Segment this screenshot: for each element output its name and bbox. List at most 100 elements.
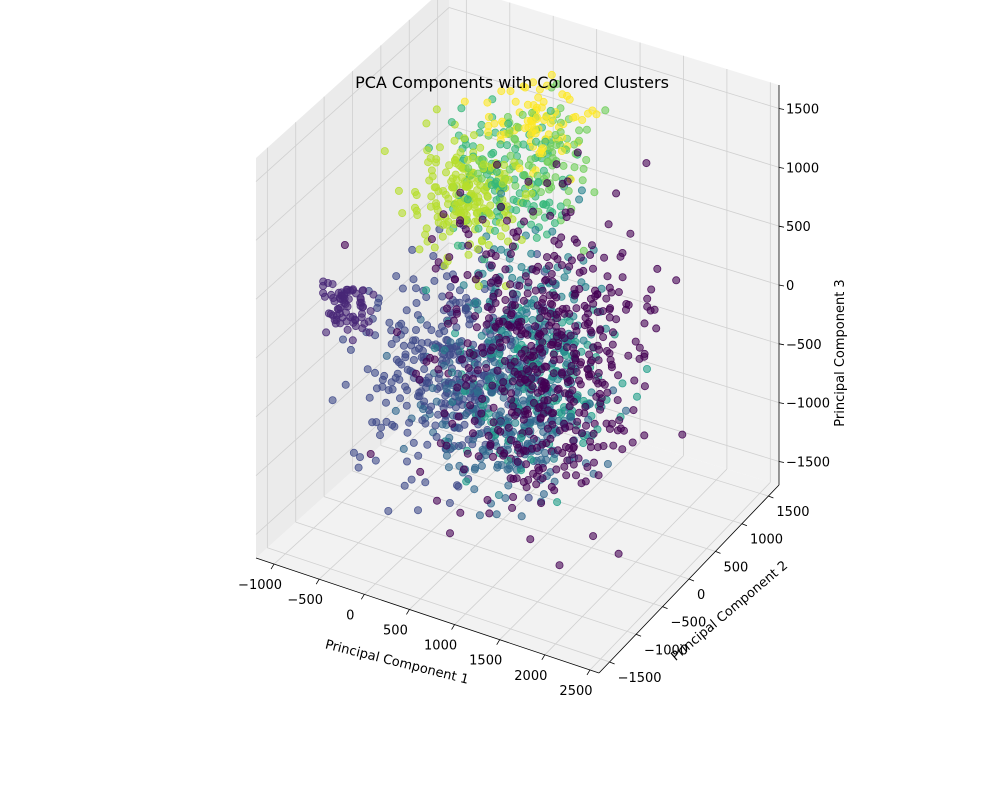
data-point [456,188,465,197]
data-point [348,285,357,294]
data-point [596,325,605,334]
data-point [539,381,548,390]
data-point [523,117,532,126]
y-tick-label: 0 [697,588,705,603]
data-point [488,452,497,461]
data-point [453,383,462,392]
data-point [564,186,573,195]
data-point [594,471,603,480]
data-point [485,209,494,218]
data-point [488,381,497,390]
data-point [486,441,495,450]
data-point [412,298,421,307]
data-point [452,305,461,314]
data-point [545,144,554,153]
data-point [567,361,576,370]
data-point [538,338,547,347]
data-point [547,409,556,418]
data-point [536,314,545,323]
x-tick [360,594,365,600]
data-point [340,299,349,308]
data-point [640,319,649,328]
data-point [506,361,515,370]
data-point [487,150,496,159]
data-point [519,198,528,207]
data-point [454,412,463,421]
data-point [543,396,552,405]
data-point [336,319,345,328]
data-point [533,113,542,122]
data-point [585,372,594,381]
data-point [554,339,563,348]
data-point [357,313,366,322]
data-point [387,378,396,387]
x-tick [406,609,410,615]
data-point [522,365,531,374]
data-point [445,253,454,262]
data-point [452,182,461,191]
data-point [508,503,517,512]
data-point [457,162,466,171]
y-tick [662,606,668,610]
data-point [531,225,540,234]
data-point [612,189,621,198]
data-point [549,369,558,378]
data-point [484,431,493,440]
data-point [560,273,569,282]
data-point [440,346,449,355]
data-point [473,208,482,217]
data-point [401,382,410,391]
y-tick-label: −1500 [618,671,662,686]
data-point [520,217,529,226]
data-point [444,463,453,472]
data-point [512,206,521,215]
data-point [635,343,644,352]
data-point [451,275,460,284]
data-point [421,419,430,428]
data-point [509,195,518,204]
data-point [471,217,480,226]
data-point [477,331,486,340]
data-point [640,349,649,358]
data-point [577,358,586,367]
data-point [568,450,577,459]
data-point [581,402,590,411]
data-point [422,119,431,128]
data-point [463,339,472,348]
data-point [556,128,565,137]
data-point [528,444,537,453]
data-point [558,318,567,327]
x-tick [315,578,320,585]
data-point [543,253,552,262]
data-point [532,137,541,146]
grid-line [255,242,450,418]
data-point [429,251,438,260]
data-point [460,134,469,143]
data-point [555,355,564,364]
x-tick [586,669,591,676]
data-point [579,164,588,173]
data-point [554,240,563,249]
data-point [565,309,574,318]
data-point [575,136,584,145]
data-point [588,241,597,250]
data-point [503,237,512,246]
data-point [565,95,574,104]
data-point [487,180,496,189]
data-point [519,296,528,305]
z-tick [778,166,785,169]
data-point [319,277,328,286]
data-point [513,440,522,449]
data-point [560,334,569,343]
data-point [464,241,473,250]
data-point [502,216,511,225]
data-point [377,423,386,432]
data-point [506,249,515,258]
data-point [402,306,411,315]
data-point [543,424,552,433]
data-point [635,354,644,363]
data-point [553,385,562,394]
data-point [551,173,560,182]
data-point [491,251,500,260]
data-point [558,179,567,188]
